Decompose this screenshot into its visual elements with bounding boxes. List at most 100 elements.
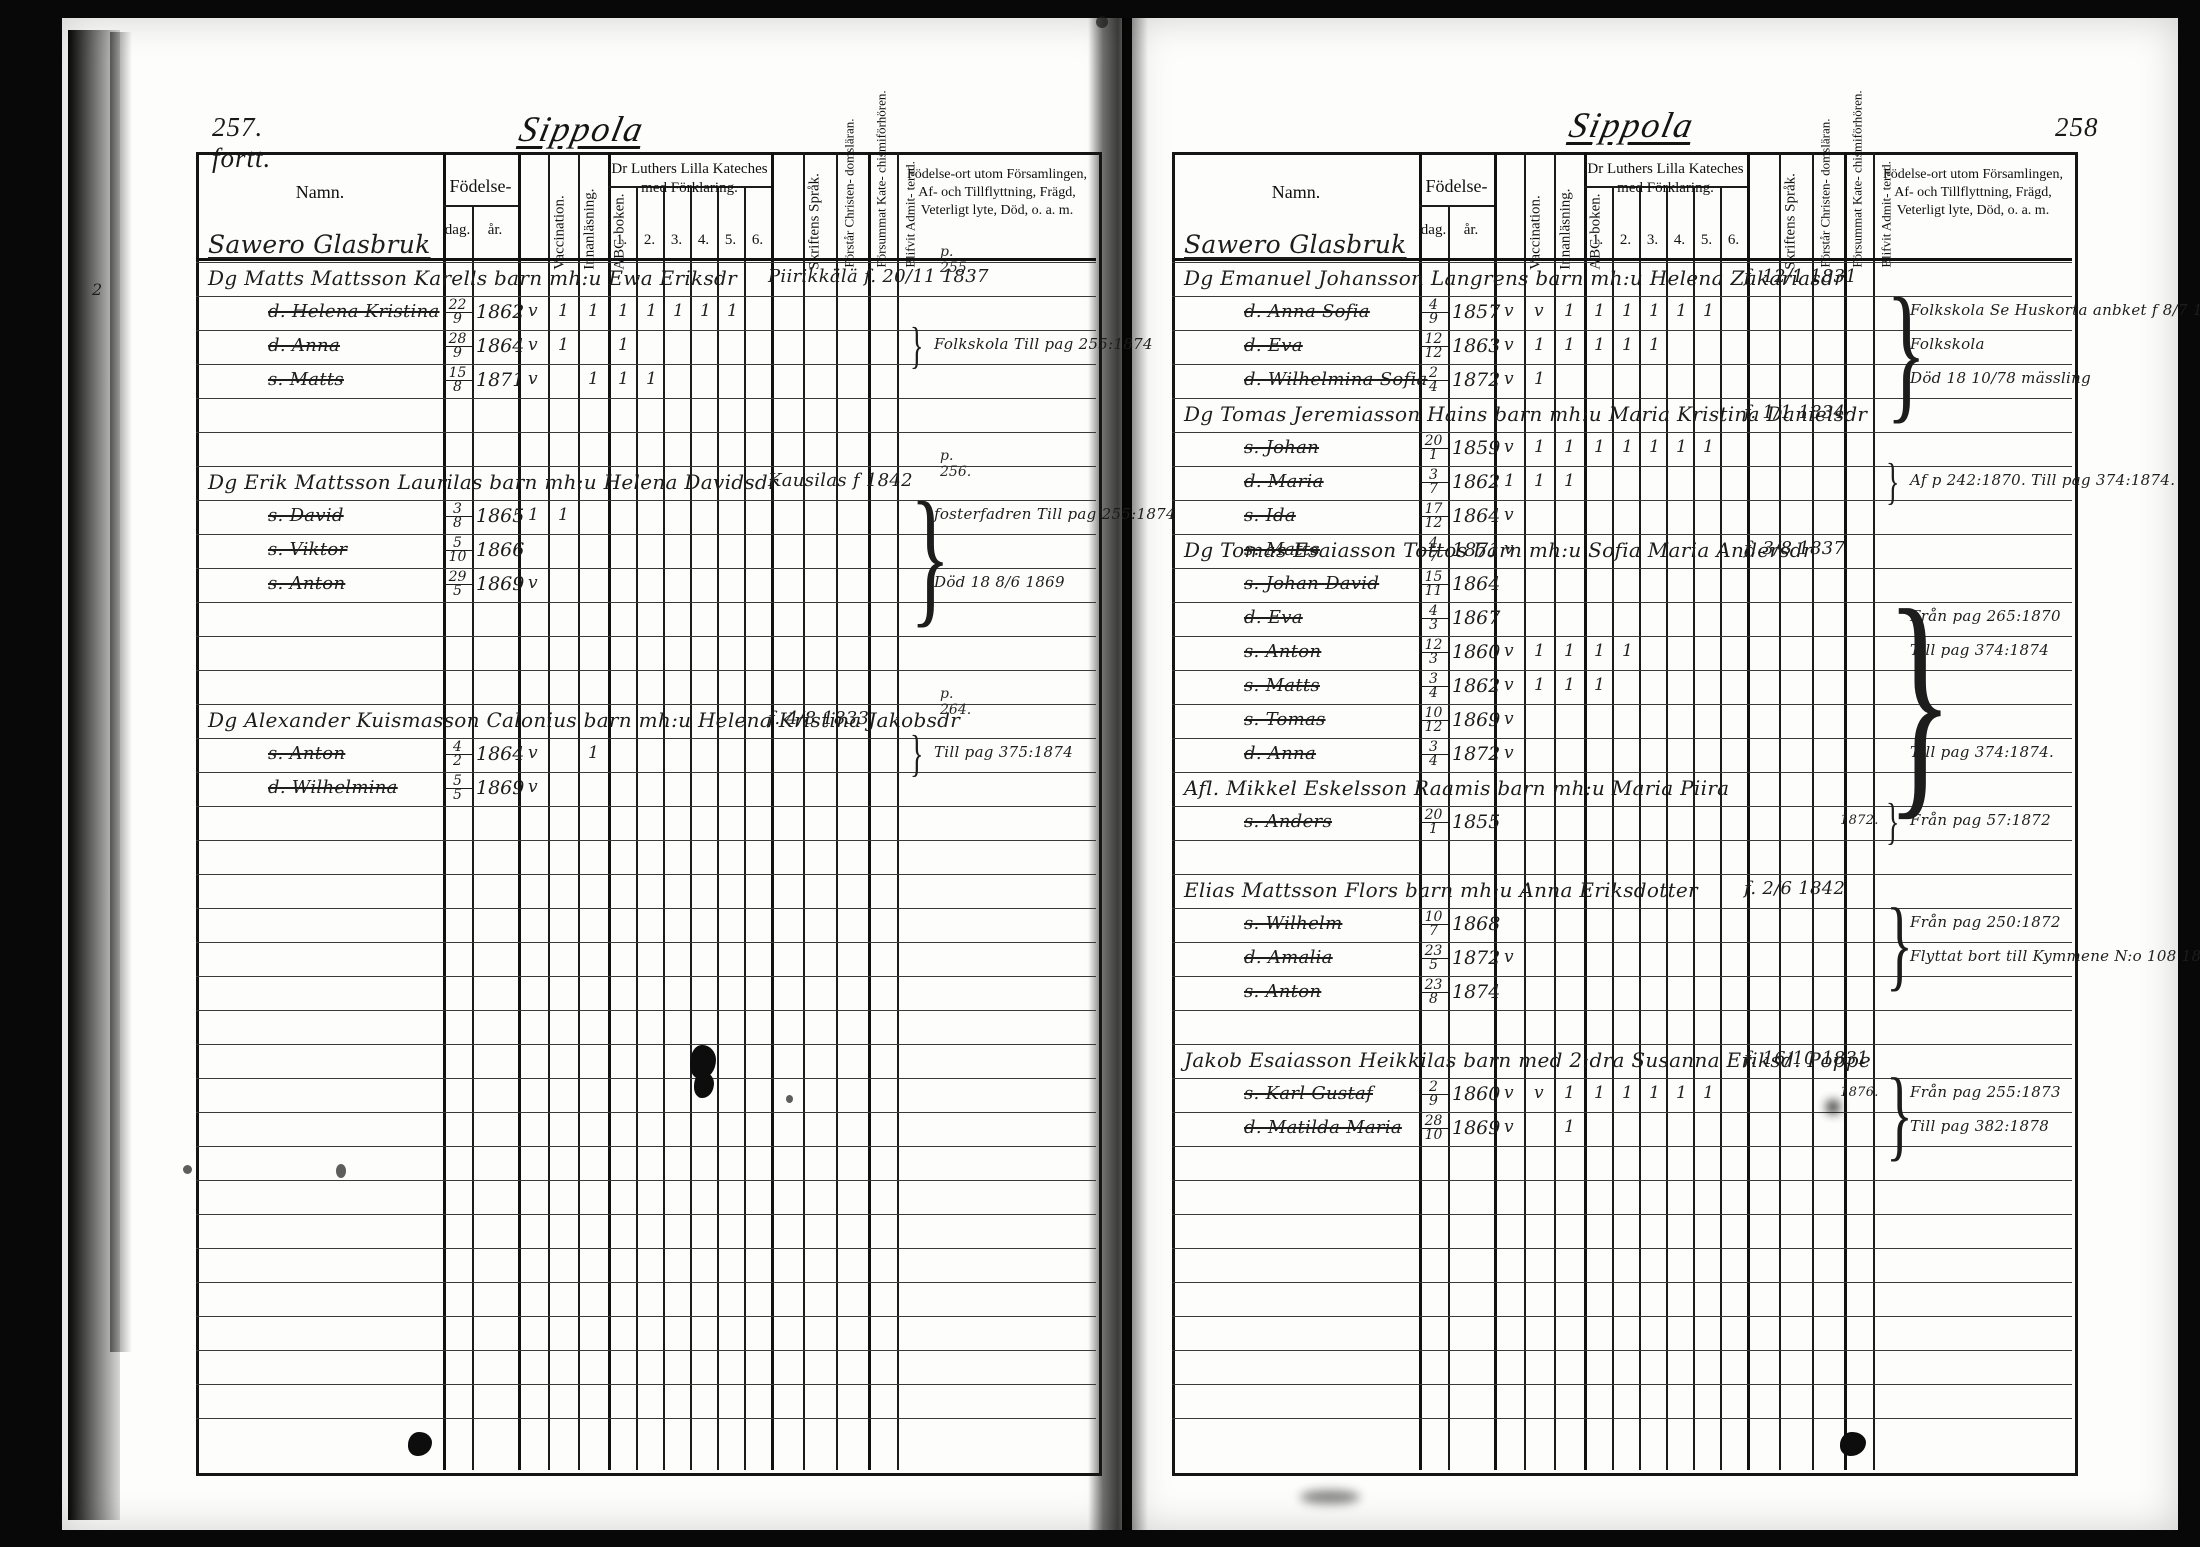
member-birth-year: 1869	[1452, 1117, 1501, 1139]
header-anmarkningar-left: Födelse-ort utom Församlingen, Af- och T…	[906, 167, 1088, 219]
member-name: s. Karl Gustaf	[1244, 1083, 1373, 1104]
member-name: d. Amalia	[1244, 947, 1333, 968]
member-progress-mark: v	[528, 369, 538, 389]
member-birth-year: 1862	[1452, 675, 1501, 697]
member-remark: Till pag 374:1874.	[1910, 743, 2055, 761]
member-birth-year: 1863	[1452, 335, 1501, 357]
kateches-split-rule-right	[1584, 186, 1747, 188]
member-birth-year: 1855	[1452, 811, 1501, 833]
member-birth-year: 1862	[1452, 471, 1501, 493]
member-remark: Folkskola	[1910, 335, 1985, 353]
header-kat-6-left: 6.	[751, 232, 764, 248]
header-kat-1-left: 1.	[615, 232, 628, 248]
member-progress-mark: 1	[1594, 437, 1605, 457]
member-birth-year: 1860	[1452, 1083, 1501, 1105]
member-birth-day-month: 29 5	[443, 570, 472, 599]
family-birthplace-note: f. 16/10 1831	[1744, 1048, 1869, 1069]
remark-brace: }	[1886, 268, 1927, 437]
member-remark: Från pag 57:1872	[1910, 811, 2051, 829]
binding-streak-left-2	[110, 32, 132, 1352]
remark-brace: }	[1886, 559, 1954, 841]
fodelse-split-rule-left	[443, 205, 518, 207]
member-progress-mark: 1	[1594, 1083, 1605, 1103]
col-rule-dag	[472, 205, 474, 1470]
member-progress-mark: v	[1504, 335, 1514, 355]
member-progress-mark: 1	[1622, 335, 1633, 355]
member-birth-year: 1864	[476, 335, 525, 357]
member-progress-mark: v	[1534, 1083, 1544, 1103]
family-head-name: Afl. Mikkel Eskelsson Raamis barn mh:u M…	[1184, 776, 1730, 800]
member-progress-mark: 1	[1703, 1083, 1714, 1103]
scan-edge-top	[0, 0, 2200, 20]
margin-number-left: 2	[92, 280, 103, 299]
member-progress-mark: 1	[1649, 437, 1660, 457]
member-progress-mark: v	[1504, 641, 1514, 661]
member-progress-mark: 1	[588, 369, 599, 389]
member-birth-day-month: 10 7	[1419, 910, 1448, 939]
member-progress-mark: 1	[1594, 335, 1605, 355]
member-remark: Till pag 374:1874	[1910, 641, 2050, 659]
header-dag-left: dag.	[444, 222, 471, 238]
member-remark: Från pag 255:1873	[1910, 1083, 2061, 1101]
member-name: s. Johan	[1244, 437, 1320, 458]
member-progress-mark: 1	[1649, 301, 1660, 321]
fodelse-split-rule-right	[1419, 205, 1494, 207]
family-page-reference: p. 256.	[940, 448, 972, 480]
member-name: s. Ida	[1244, 505, 1296, 526]
member-progress-mark: 1	[1534, 471, 1545, 491]
ink-smudge-2	[1300, 1490, 1360, 1504]
col-rule-forstar	[836, 152, 838, 1470]
member-progress-mark: 1	[700, 301, 711, 321]
header-bottom-rule-right	[1172, 258, 2072, 261]
header-kat-5-right: 5.	[1700, 232, 1713, 248]
folio-number-left: 257. fortt.	[212, 112, 272, 173]
header-kat-3-left: 3.	[670, 232, 683, 248]
member-remark: Från pag 265:1870	[1910, 607, 2061, 625]
ink-smudge-1	[1826, 1100, 1840, 1114]
remark-brace: }	[910, 318, 924, 374]
col-rule-skriftens-r	[1779, 152, 1781, 1470]
member-progress-mark: v	[1504, 539, 1514, 559]
member-birth-day-month: 5 10	[443, 536, 472, 565]
header-ar-left: år.	[487, 222, 503, 238]
member-birth-year: 1866	[476, 539, 525, 561]
folio-number-right: 258	[2055, 112, 2099, 142]
member-progress-mark: 1	[1534, 675, 1545, 695]
member-birth-day-month: 12 3	[1419, 638, 1448, 667]
col-rule-forsummat-r	[1844, 152, 1847, 1470]
member-progress-mark: v	[1504, 675, 1514, 695]
family-birthplace-note: f. 3/8 1837	[1744, 538, 1846, 559]
member-name: d. Eva	[1244, 607, 1303, 628]
member-progress-mark: 1	[1622, 437, 1633, 457]
header-kateches-left: Dr Luthers Lilla Kateches med Förklaring…	[611, 161, 768, 196]
member-progress-mark: 1	[1564, 1117, 1575, 1137]
member-name: d. Anna	[1244, 743, 1316, 764]
book-gutter-shadow	[1088, 18, 1148, 1530]
member-birth-day-month: 17 12	[1419, 502, 1448, 531]
member-progress-mark: 1	[727, 301, 738, 321]
col-rule-kat-3-r	[1666, 186, 1668, 1470]
member-progress-mark: 1	[618, 335, 629, 355]
col-rule-kat-end-r	[1747, 152, 1750, 1470]
header-fodelse-right: Födelse-	[1425, 176, 1488, 196]
member-remark: Från pag 250:1872	[1910, 913, 2061, 931]
member-progress-mark: v	[1504, 743, 1514, 763]
col-rule-forstar-r	[1812, 152, 1814, 1470]
header-forstar-christendom-left: Förstår Christen- domsläran.	[841, 118, 857, 268]
member-birth-year: 1864	[476, 743, 525, 765]
member-progress-mark: v	[1504, 709, 1514, 729]
header-innanlasning-right: Innanläsning.	[1557, 188, 1574, 270]
member-progress-mark: 1	[1564, 641, 1575, 661]
member-birth-day-month: 28 9	[443, 332, 472, 361]
member-name: s. Anton	[1244, 641, 1322, 662]
member-birth-year: 1872	[1452, 947, 1501, 969]
col-rule-kat-end	[771, 152, 774, 1470]
col-rule-blifvit	[897, 152, 899, 1470]
member-progress-mark: 1	[1676, 1083, 1687, 1103]
header-kat-4-left: 4.	[697, 232, 710, 248]
page-right	[1132, 18, 2178, 1530]
col-rule-ar-end-r	[1494, 152, 1497, 1470]
col-rule-innanlasning-r	[1554, 152, 1556, 1470]
